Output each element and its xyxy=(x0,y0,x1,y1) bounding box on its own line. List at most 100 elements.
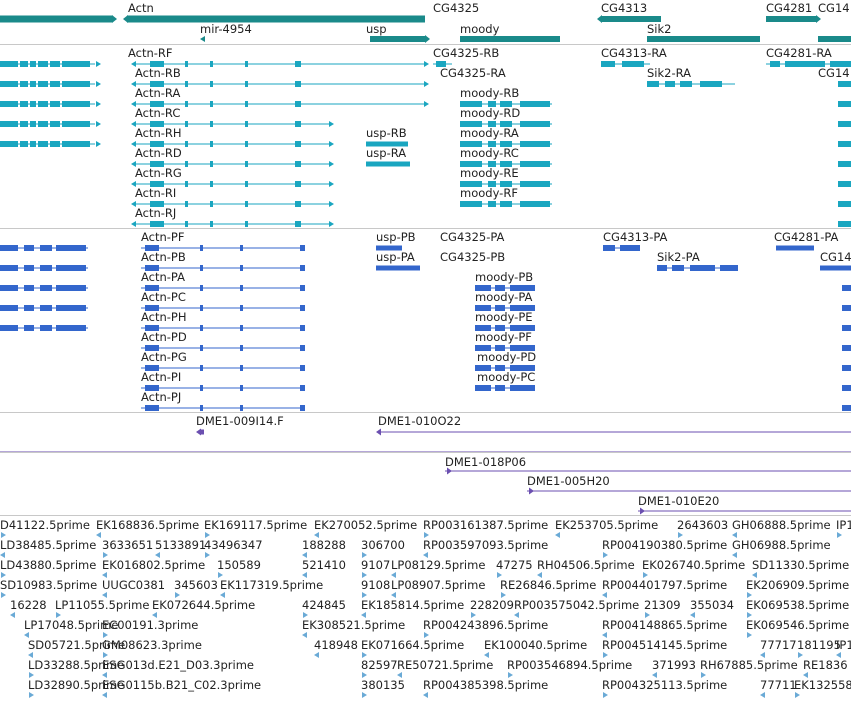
protein-label[interactable]: moody-PB xyxy=(475,270,534,284)
est-label[interactable]: LP17048.5prime xyxy=(24,618,119,632)
gene-label[interactable]: CG14 xyxy=(818,1,850,15)
clone-label[interactable]: DME1-005H20 xyxy=(527,474,610,488)
est-label[interactable]: RP003597093.5prime xyxy=(423,538,549,552)
est-label[interactable]: EK016802.5prime xyxy=(102,558,206,572)
est-label[interactable]: 9108 xyxy=(361,578,391,592)
est-label[interactable]: EK206909.5prime xyxy=(746,578,850,592)
est-label[interactable]: EK069546.5prime xyxy=(746,618,850,632)
transcript-label[interactable]: moody-RF xyxy=(460,186,518,200)
est-label[interactable]: 228209 xyxy=(470,598,514,612)
est-label[interactable]: SD11330.5prime xyxy=(752,558,850,572)
transcript-label[interactable]: moody-RB xyxy=(460,86,520,100)
est-label[interactable]: 21309 xyxy=(644,598,681,612)
transcript-label[interactable]: Actn-RF xyxy=(128,46,173,60)
transcript-label[interactable]: moody-RC xyxy=(460,146,519,160)
transcript-label[interactable]: usp-RB xyxy=(366,126,407,140)
est-label[interactable]: RP003161387.5prime xyxy=(423,518,549,532)
clone-label[interactable]: DME1-010O22 xyxy=(378,414,462,428)
est-label[interactable]: EK169117.5prime xyxy=(204,518,308,532)
clone-label[interactable]: DME1-018P06 xyxy=(445,455,527,469)
est-label[interactable]: LP11055.5prime xyxy=(55,598,150,612)
transcript-label[interactable]: Actn-RB xyxy=(135,66,181,80)
protein-label[interactable]: usp-PA xyxy=(376,250,415,264)
est-label[interactable]: RP004401797.5prime xyxy=(602,578,728,592)
transcript-label[interactable]: usp-RA xyxy=(366,146,407,160)
est-label[interactable]: GH06988.5prime xyxy=(732,538,831,552)
protein-label[interactable]: Actn-PD xyxy=(141,330,187,344)
est-label[interactable]: D41122.5prime xyxy=(0,518,90,532)
transcript-label[interactable]: Actn-RD xyxy=(135,146,182,160)
gene-label[interactable]: CG4325 xyxy=(433,1,480,15)
transcript-label[interactable]: moody-RE xyxy=(460,166,519,180)
est-label[interactable]: 77717 xyxy=(760,638,797,652)
est-label[interactable]: EK117319.5prime xyxy=(220,578,324,592)
est-label[interactable]: LD33288.5prime xyxy=(28,658,125,672)
est-label[interactable]: LP08907.5prime xyxy=(391,578,486,592)
transcript-label[interactable]: CG4281-RA xyxy=(766,46,832,60)
est-label[interactable]: EK100040.5prime xyxy=(484,638,588,652)
est-label[interactable]: SD10983.5prime xyxy=(0,578,98,592)
est-label[interactable]: EK069538.5prime xyxy=(746,598,850,612)
protein-label[interactable]: CG14 xyxy=(820,250,851,264)
est-label[interactable]: RP004514145.5prime xyxy=(602,638,728,652)
est-label[interactable]: ESG013d.E21_D03.3prime xyxy=(102,658,254,672)
gene-label[interactable]: CG4313 xyxy=(601,1,648,15)
protein-label[interactable]: CG4313-PA xyxy=(603,230,668,244)
est-label[interactable]: UUGC0381 xyxy=(102,578,166,592)
protein-label[interactable]: usp-PB xyxy=(376,230,416,244)
est-label[interactable]: RH67885.5prime xyxy=(700,658,798,672)
protein-label[interactable]: moody-PD xyxy=(477,350,537,364)
transcript-label[interactable]: moody-RD xyxy=(460,106,521,120)
protein-label[interactable]: CG4281-PA xyxy=(774,230,839,244)
est-label[interactable]: IP1 xyxy=(836,518,851,532)
est-label[interactable]: EK270052.5prime xyxy=(314,518,418,532)
est-label[interactable]: RP004325113.5prime xyxy=(602,678,728,692)
est-label[interactable]: 355034 xyxy=(690,598,734,612)
protein-label[interactable]: Actn-PH xyxy=(141,310,187,324)
protein-label[interactable]: Actn-PF xyxy=(141,230,185,244)
gene-label[interactable]: Sik2 xyxy=(647,22,672,36)
transcript-label[interactable]: Sik2-RA xyxy=(647,66,692,80)
protein-label[interactable]: moody-PC xyxy=(477,370,536,384)
est-label[interactable]: 77711 xyxy=(760,678,797,692)
transcript-label[interactable]: moody-RA xyxy=(460,126,519,140)
transcript-label[interactable]: CG14 xyxy=(818,66,850,80)
est-label[interactable]: 43496347 xyxy=(204,538,263,552)
est-label[interactable]: EK185814.5prime xyxy=(361,598,465,612)
est-label[interactable]: LD32890.5prime xyxy=(28,678,125,692)
gene-label[interactable]: usp xyxy=(366,22,387,36)
est-label[interactable]: GH06888.5prime xyxy=(732,518,831,532)
est-label[interactable]: LD38485.5prime xyxy=(0,538,97,552)
est-label[interactable]: EK132558 xyxy=(794,678,851,692)
est-label[interactable]: 47275 xyxy=(496,558,533,572)
est-label[interactable]: 424845 xyxy=(302,598,346,612)
protein-label[interactable]: Actn-PB xyxy=(141,250,186,264)
protein-label[interactable]: Actn-PA xyxy=(141,270,186,284)
est-label[interactable]: LD43880.5prime xyxy=(0,558,97,572)
est-label[interactable]: EK308521.5prime xyxy=(302,618,406,632)
clone-label[interactable]: DME1-010E20 xyxy=(638,494,720,508)
transcript-label[interactable]: Actn-RC xyxy=(135,106,181,120)
est-label[interactable]: 181195 xyxy=(797,638,841,652)
est-label[interactable]: RP004190380.5prime xyxy=(602,538,728,552)
est-label[interactable]: RP003575042.5prime xyxy=(514,598,640,612)
transcript-label[interactable]: Actn-RG xyxy=(135,166,182,180)
protein-label[interactable]: Actn-PJ xyxy=(141,390,182,404)
est-label[interactable]: 2643603 xyxy=(677,518,729,532)
protein-label[interactable]: Sik2-PA xyxy=(657,250,700,264)
protein-label[interactable]: Actn-PC xyxy=(141,290,186,304)
protein-label[interactable]: CG4325-PA xyxy=(440,230,505,244)
est-label[interactable]: 5133891 xyxy=(155,538,207,552)
est-label[interactable]: 150589 xyxy=(217,558,261,572)
est-label[interactable]: EK026740.5prime xyxy=(642,558,746,572)
est-label[interactable]: 16228 xyxy=(10,598,47,612)
est-label[interactable]: LP08129.5prime xyxy=(391,558,486,572)
transcript-label[interactable]: Actn-RJ xyxy=(135,206,177,220)
est-label[interactable]: EK253705.5prime xyxy=(555,518,659,532)
est-label[interactable]: 9107 xyxy=(361,558,391,572)
est-label[interactable]: RE1836 xyxy=(803,658,848,672)
est-label[interactable]: RP003546894.5prime xyxy=(507,658,633,672)
est-label[interactable]: EK072644.5prime xyxy=(152,598,256,612)
protein-label[interactable]: Actn-PI xyxy=(141,370,182,384)
est-label[interactable]: 188288 xyxy=(302,538,346,552)
